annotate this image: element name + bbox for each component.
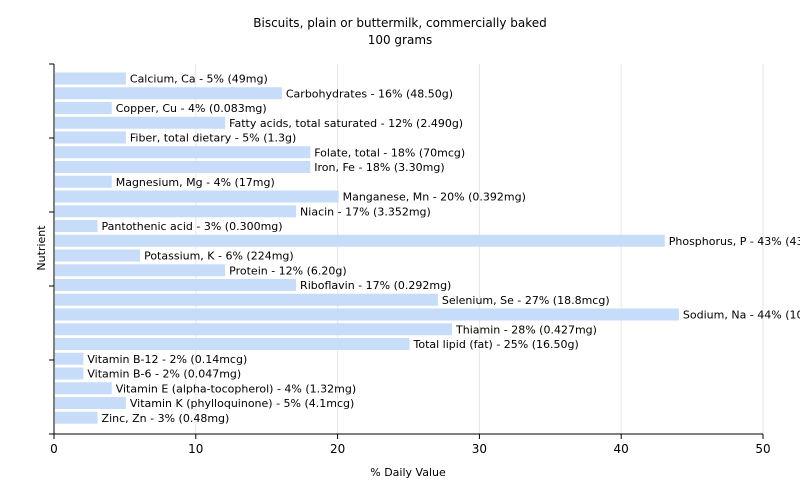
bar — [55, 234, 665, 247]
bar-label: Iron, Fe - 18% (3.30mg) — [314, 161, 444, 174]
y-axis-title: Nutrient — [35, 225, 48, 271]
bars-group: Calcium, Ca - 5% (49mg) Carbohydrates - 1… — [55, 72, 800, 425]
x-tick-label: 10 — [188, 442, 203, 456]
bar-label: Selenium, Se - 27% (18.8mcg) — [442, 294, 610, 307]
bar-label: Vitamin B-12 - 2% (0.14mcg) — [87, 353, 247, 366]
bar-label: Fiber, total dietary - 5% (1.3g) — [130, 132, 296, 145]
bar-label: Carbohydrates - 16% (48.50g) — [286, 87, 453, 100]
bar — [55, 175, 112, 188]
bar — [55, 205, 297, 218]
bar-label: Pantothenic acid - 3% (0.300mg) — [102, 220, 283, 233]
bar-label: Potassium, K - 6% (224mg) — [144, 250, 294, 263]
bar — [55, 397, 126, 409]
bar-label: Vitamin B-6 - 2% (0.047mg) — [87, 368, 241, 381]
x-tick-label: 50 — [755, 442, 770, 456]
bar-label: Folate, total - 18% (70mcg) — [314, 146, 465, 159]
chart-title: Biscuits, plain or buttermilk, commercia… — [253, 16, 547, 30]
bar-label: Fatty acids, total saturated - 12% (2.49… — [229, 117, 463, 130]
axes-group: 0 10 20 30 40 50 — [49, 63, 771, 456]
bar — [55, 308, 679, 321]
x-tick-label: 30 — [472, 442, 487, 456]
chart-subtitle: 100 grams — [368, 33, 433, 47]
bar — [55, 161, 311, 173]
bar — [55, 131, 126, 144]
x-tick-label: 40 — [614, 442, 629, 456]
bar — [55, 249, 141, 262]
bar-label: Zinc, Zn - 3% (0.48mg) — [102, 412, 230, 425]
bar-label: Riboflavin - 17% (0.292mg) — [300, 279, 451, 292]
bar — [55, 116, 226, 129]
bar — [55, 102, 112, 114]
bar — [55, 411, 98, 424]
bar — [55, 264, 226, 277]
x-tick-label: 20 — [330, 442, 345, 456]
bar — [55, 323, 453, 336]
bar-label: Niacin - 17% (3.352mg) — [300, 205, 431, 218]
bar-label: Calcium, Ca - 5% (49mg) — [130, 73, 268, 86]
bar — [55, 190, 339, 203]
bar-label: Magnesium, Mg - 4% (17mg) — [116, 176, 275, 189]
bar — [55, 87, 282, 100]
bar-label: Phosphorus, P - 43% (430mg) — [669, 235, 800, 248]
bar — [55, 338, 410, 350]
bar — [55, 72, 126, 85]
bar — [55, 293, 438, 306]
bar-label: Manganese, Mn - 20% (0.392mg) — [343, 191, 526, 204]
gridlines — [195, 64, 764, 434]
bar — [55, 382, 112, 395]
bar — [55, 279, 297, 291]
bar-label: Protein - 12% (6.20g) — [229, 264, 347, 277]
bar-label: Total lipid (fat) - 25% (16.50g) — [413, 338, 579, 351]
bar-label: Copper, Cu - 4% (0.083mg) — [116, 102, 267, 115]
bar-label: Vitamin K (phylloquinone) - 5% (4.1mcg) — [130, 397, 354, 410]
bar-label: Sodium, Na - 44% (1052mg) — [683, 309, 800, 322]
x-axis-title: % Daily Value — [370, 466, 446, 479]
bar — [55, 367, 84, 380]
x-tick-label: 0 — [50, 442, 58, 456]
bar — [55, 352, 84, 365]
bar — [55, 146, 311, 159]
bar — [55, 220, 98, 232]
bar-label: Vitamin E (alpha-tocopherol) - 4% (1.32m… — [116, 382, 356, 395]
bar-label: Thiamin - 28% (0.427mg) — [455, 323, 597, 336]
